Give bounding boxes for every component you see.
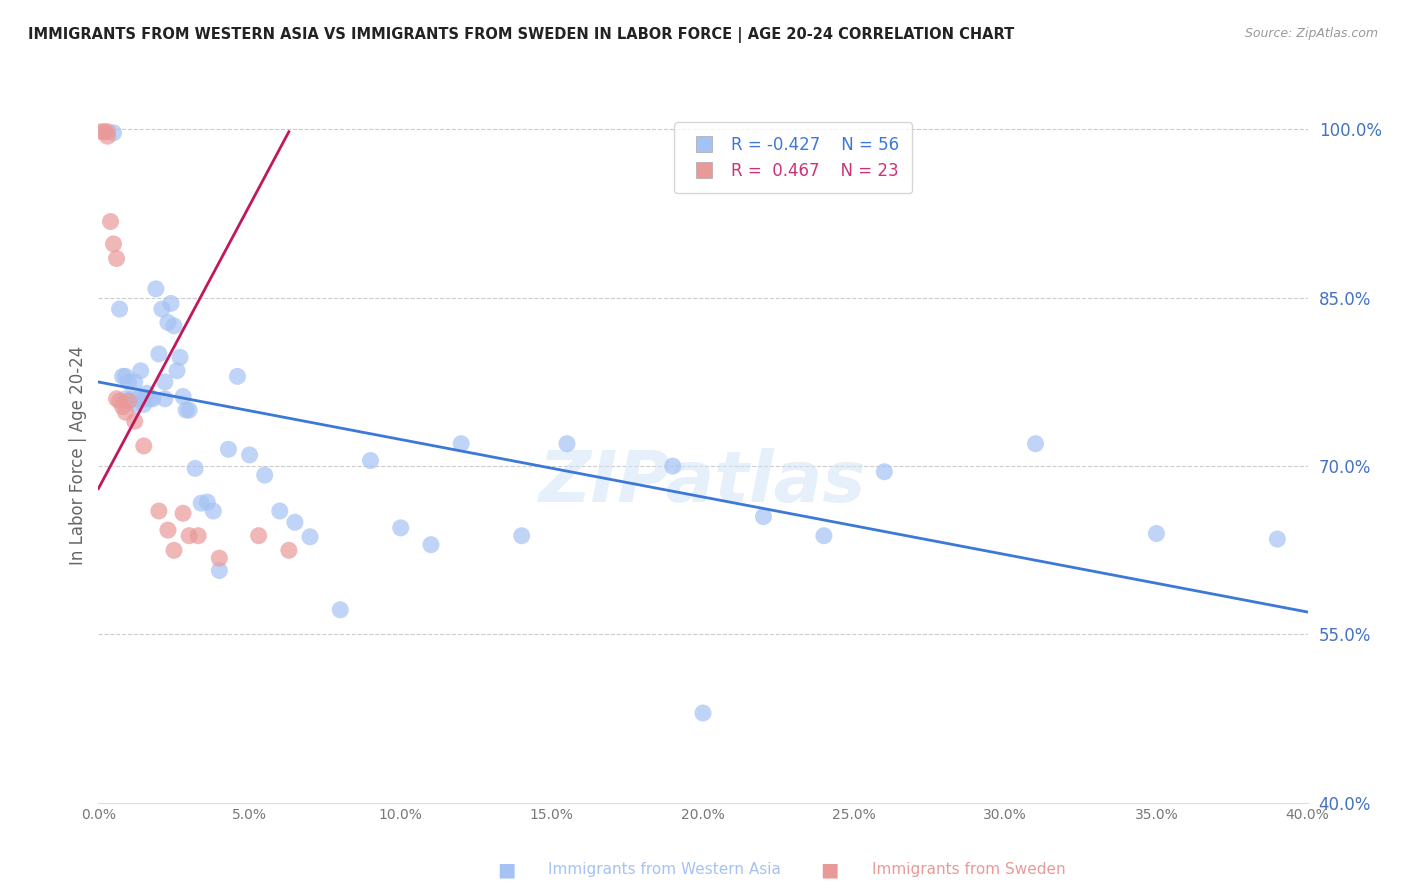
Point <box>127 392 149 406</box>
Point <box>118 394 141 409</box>
Point <box>195 495 218 509</box>
Point <box>329 603 352 617</box>
Point <box>114 392 136 406</box>
Point <box>555 436 578 450</box>
Point <box>153 392 176 406</box>
Y-axis label: In Labor Force | Age 20-24: In Labor Force | Age 20-24 <box>69 345 87 565</box>
Point <box>156 316 179 330</box>
Point <box>121 392 143 406</box>
Point <box>111 369 134 384</box>
Point <box>1144 526 1167 541</box>
Point <box>202 504 225 518</box>
Point <box>169 351 191 365</box>
Point <box>247 529 270 543</box>
Text: Source: ZipAtlas.com: Source: ZipAtlas.com <box>1244 27 1378 40</box>
Point <box>105 392 128 406</box>
Point <box>148 347 170 361</box>
Point <box>118 375 141 389</box>
Point <box>148 504 170 518</box>
Text: Immigrants from Sweden: Immigrants from Sweden <box>872 863 1066 877</box>
Point <box>105 252 128 266</box>
Point <box>153 375 176 389</box>
Point <box>299 530 322 544</box>
Legend: R = -0.427    N = 56, R =  0.467    N = 23: R = -0.427 N = 56, R = 0.467 N = 23 <box>675 122 912 194</box>
Point <box>90 125 112 139</box>
Point <box>239 448 262 462</box>
Point <box>124 375 146 389</box>
Point <box>135 386 157 401</box>
Point <box>692 706 714 720</box>
Point <box>160 296 183 310</box>
Point <box>163 543 186 558</box>
Point <box>1024 436 1046 450</box>
Point <box>103 236 125 251</box>
Point <box>420 538 443 552</box>
Point <box>124 397 146 411</box>
Point <box>139 392 162 406</box>
Point <box>190 496 212 510</box>
Point <box>389 521 412 535</box>
Point <box>284 515 307 529</box>
Point <box>172 506 194 520</box>
Point <box>752 509 775 524</box>
Point <box>108 301 131 316</box>
Point <box>103 126 125 140</box>
Point <box>100 214 122 228</box>
Point <box>124 414 146 428</box>
Point <box>96 129 118 144</box>
Point <box>166 364 188 378</box>
Point <box>208 551 231 566</box>
Text: ZIPatlas: ZIPatlas <box>540 449 866 517</box>
Point <box>277 543 299 558</box>
Text: ■: ■ <box>496 860 516 880</box>
Point <box>360 453 382 467</box>
Point <box>172 390 194 404</box>
Point <box>253 468 276 483</box>
Point <box>510 529 533 543</box>
Text: Immigrants from Western Asia: Immigrants from Western Asia <box>548 863 782 877</box>
Point <box>217 442 239 457</box>
Point <box>114 405 136 419</box>
Point <box>662 459 685 474</box>
Point <box>96 125 118 139</box>
Point <box>132 439 155 453</box>
Point <box>145 282 167 296</box>
Point <box>269 504 291 518</box>
Point <box>1267 532 1289 546</box>
Point <box>132 392 155 406</box>
Point <box>114 369 136 384</box>
Point <box>187 529 209 543</box>
Point <box>142 392 165 406</box>
Point <box>111 400 134 414</box>
Point <box>150 301 173 316</box>
Point <box>179 529 201 543</box>
Point <box>179 403 201 417</box>
Point <box>174 403 197 417</box>
Point <box>132 397 155 411</box>
Point <box>184 461 207 475</box>
Point <box>93 125 115 139</box>
Point <box>108 394 131 409</box>
Point <box>450 436 472 450</box>
Point <box>813 529 835 543</box>
Text: IMMIGRANTS FROM WESTERN ASIA VS IMMIGRANTS FROM SWEDEN IN LABOR FORCE | AGE 20-2: IMMIGRANTS FROM WESTERN ASIA VS IMMIGRAN… <box>28 27 1014 43</box>
Point <box>873 465 896 479</box>
Text: ■: ■ <box>820 860 839 880</box>
Point <box>129 364 152 378</box>
Point <box>226 369 249 384</box>
Point <box>163 318 186 333</box>
Point <box>208 564 231 578</box>
Point <box>156 523 179 537</box>
